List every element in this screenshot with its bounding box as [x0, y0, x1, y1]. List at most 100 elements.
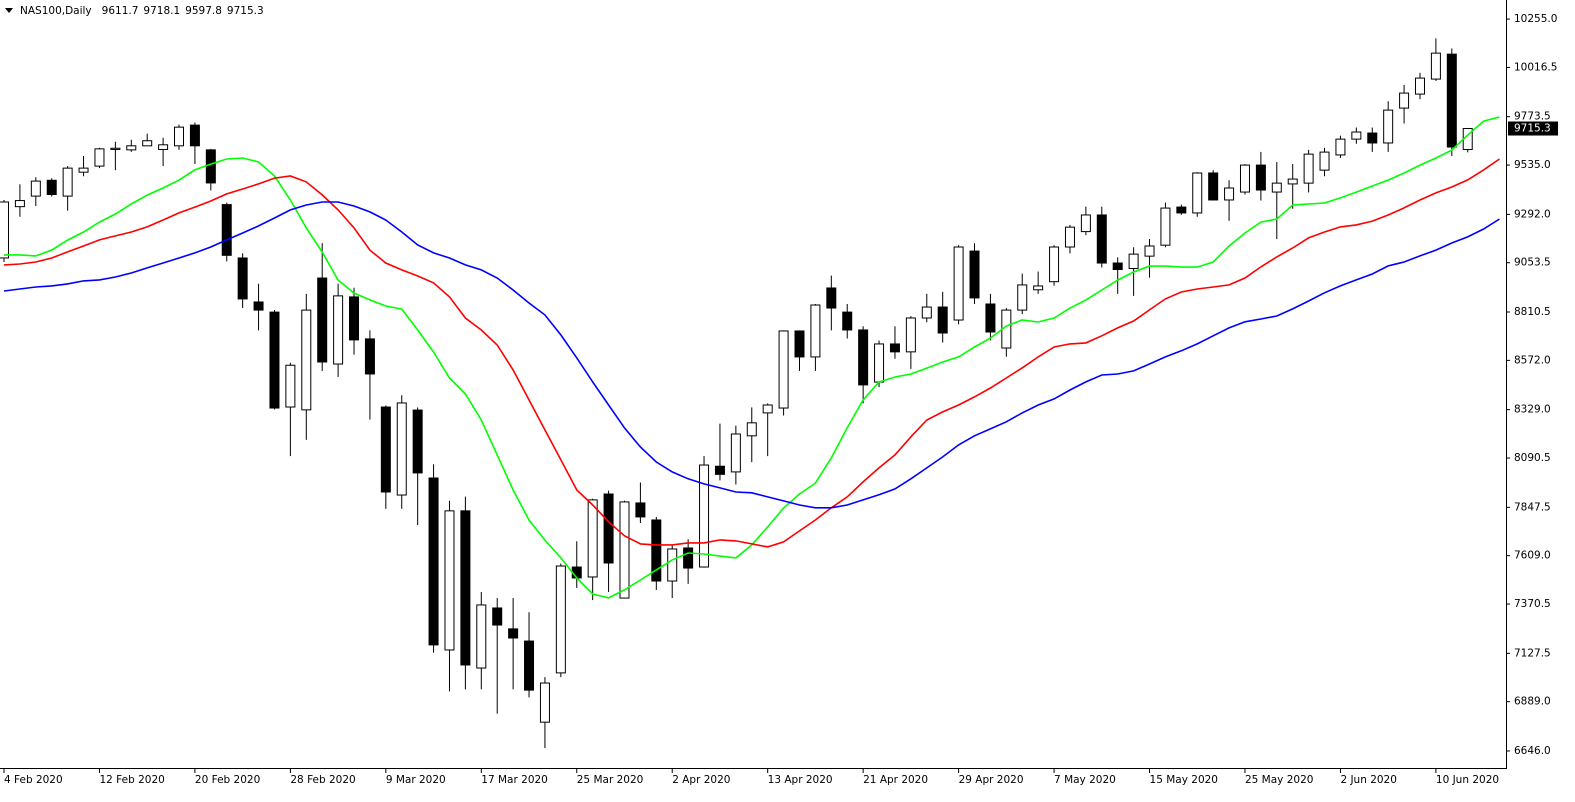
y-tick-label: 7370.5 — [1514, 598, 1551, 610]
candle-body — [746, 422, 757, 437]
candle-body — [412, 409, 423, 474]
candle-body — [762, 404, 773, 414]
y-tick-label: 6889.0 — [1514, 696, 1551, 708]
candle-body — [794, 330, 805, 358]
x-tick-label: 9 Mar 2020 — [386, 774, 446, 786]
candle-body — [142, 140, 153, 147]
y-tick-label: 6646.0 — [1514, 745, 1551, 757]
candle-body — [78, 167, 89, 173]
candle-body — [1049, 246, 1060, 283]
candle-body — [428, 477, 439, 646]
candle-body — [985, 303, 996, 333]
x-tick-label: 28 Feb 2020 — [290, 774, 355, 786]
symbol-title: NAS100,Daily — [20, 5, 92, 17]
x-tick-label: 21 Apr 2020 — [863, 774, 928, 786]
candle-body — [1144, 245, 1155, 257]
x-tick-label: 2 Jun 2020 — [1340, 774, 1396, 786]
candle-body — [1080, 214, 1091, 233]
last-price-box — [1508, 121, 1558, 136]
candle-body — [205, 149, 216, 184]
candle-body — [555, 565, 566, 674]
x-tick-label: 20 Feb 2020 — [195, 774, 260, 786]
candle-body — [1446, 53, 1457, 148]
candle-body — [1176, 206, 1187, 214]
x-tick-label: 12 Feb 2020 — [99, 774, 164, 786]
candle-body — [1271, 182, 1282, 193]
plot-area — [0, 38, 1500, 749]
candle-body — [364, 338, 375, 375]
candle-body — [810, 304, 821, 358]
x-tick-label: 29 Apr 2020 — [959, 774, 1024, 786]
candle-body — [842, 311, 853, 331]
candle-body — [937, 306, 948, 334]
last-high: 9718.1 — [143, 5, 180, 17]
y-tick-label: 9773.5 — [1514, 111, 1551, 123]
candle-body — [333, 295, 344, 365]
x-tick-label: 13 Apr 2020 — [768, 774, 833, 786]
candle-body — [317, 277, 328, 363]
menu-triangle[interactable] — [5, 8, 13, 13]
y-tick-label: 8572.0 — [1514, 354, 1551, 366]
y-tick-label: 7127.5 — [1514, 647, 1551, 659]
candle-body — [858, 329, 869, 386]
candle-body — [492, 607, 503, 626]
candle-body — [524, 640, 535, 691]
moving-average-line — [3, 158, 1500, 548]
candle-body — [953, 246, 964, 321]
candle-body — [94, 148, 105, 167]
candle-body — [1319, 151, 1330, 171]
candle-body — [1430, 52, 1441, 80]
candle-body — [1351, 131, 1362, 140]
candle-body — [603, 493, 614, 564]
candle-body — [174, 126, 185, 147]
y-tick-label: 10255.0 — [1514, 13, 1557, 25]
candle-body — [1192, 172, 1203, 214]
candle-body — [1128, 253, 1139, 270]
candle-body — [237, 257, 248, 300]
candle-body — [1414, 77, 1425, 95]
candle-body — [14, 200, 25, 208]
candle-body — [1383, 109, 1394, 144]
candle-body — [1303, 153, 1314, 184]
candle-body — [46, 179, 57, 195]
candle-body — [905, 317, 916, 353]
candle-body — [1096, 214, 1107, 264]
y-tick-label: 9535.0 — [1514, 159, 1551, 171]
last-close: 9715.3 — [227, 5, 264, 17]
candle-body — [110, 147, 121, 150]
candle-body — [889, 343, 900, 353]
candle-body — [969, 250, 980, 299]
candle-body — [778, 330, 789, 409]
chart-header: NAS100,Daily 9611.7 9718.1 9597.8 9715.3 — [20, 5, 264, 17]
y-tick-label: 10016.5 — [1514, 61, 1557, 73]
candle-body — [508, 628, 519, 639]
candle-body — [189, 124, 200, 147]
y-tick-label: 7847.5 — [1514, 501, 1551, 513]
candle-body — [349, 296, 360, 341]
candle-body — [571, 566, 582, 579]
candle-body — [1208, 172, 1219, 201]
candle-body — [301, 309, 312, 411]
candle-body — [444, 510, 455, 651]
candle-body — [1112, 262, 1123, 271]
x-tick-label: 15 May 2020 — [1150, 774, 1218, 786]
candle-body — [1399, 92, 1410, 109]
last-open: 9611.7 — [102, 5, 139, 17]
y-tick-label: 9053.5 — [1514, 257, 1551, 269]
x-tick-label: 10 Jun 2020 — [1436, 774, 1499, 786]
candle-body — [683, 547, 694, 569]
candle-body — [635, 502, 646, 518]
y-tick-label: 8810.5 — [1514, 306, 1551, 318]
candle-body — [667, 548, 678, 582]
candle-body — [269, 311, 280, 409]
candle-body — [1239, 164, 1250, 193]
x-tick-label: 25 Mar 2020 — [577, 774, 644, 786]
candle-body — [921, 306, 932, 319]
candle-body — [1160, 207, 1171, 246]
candle-body — [460, 510, 471, 666]
candle-body — [874, 343, 885, 383]
candle-body — [0, 201, 9, 259]
candle-body — [158, 144, 169, 150]
candle-body — [1224, 187, 1235, 201]
